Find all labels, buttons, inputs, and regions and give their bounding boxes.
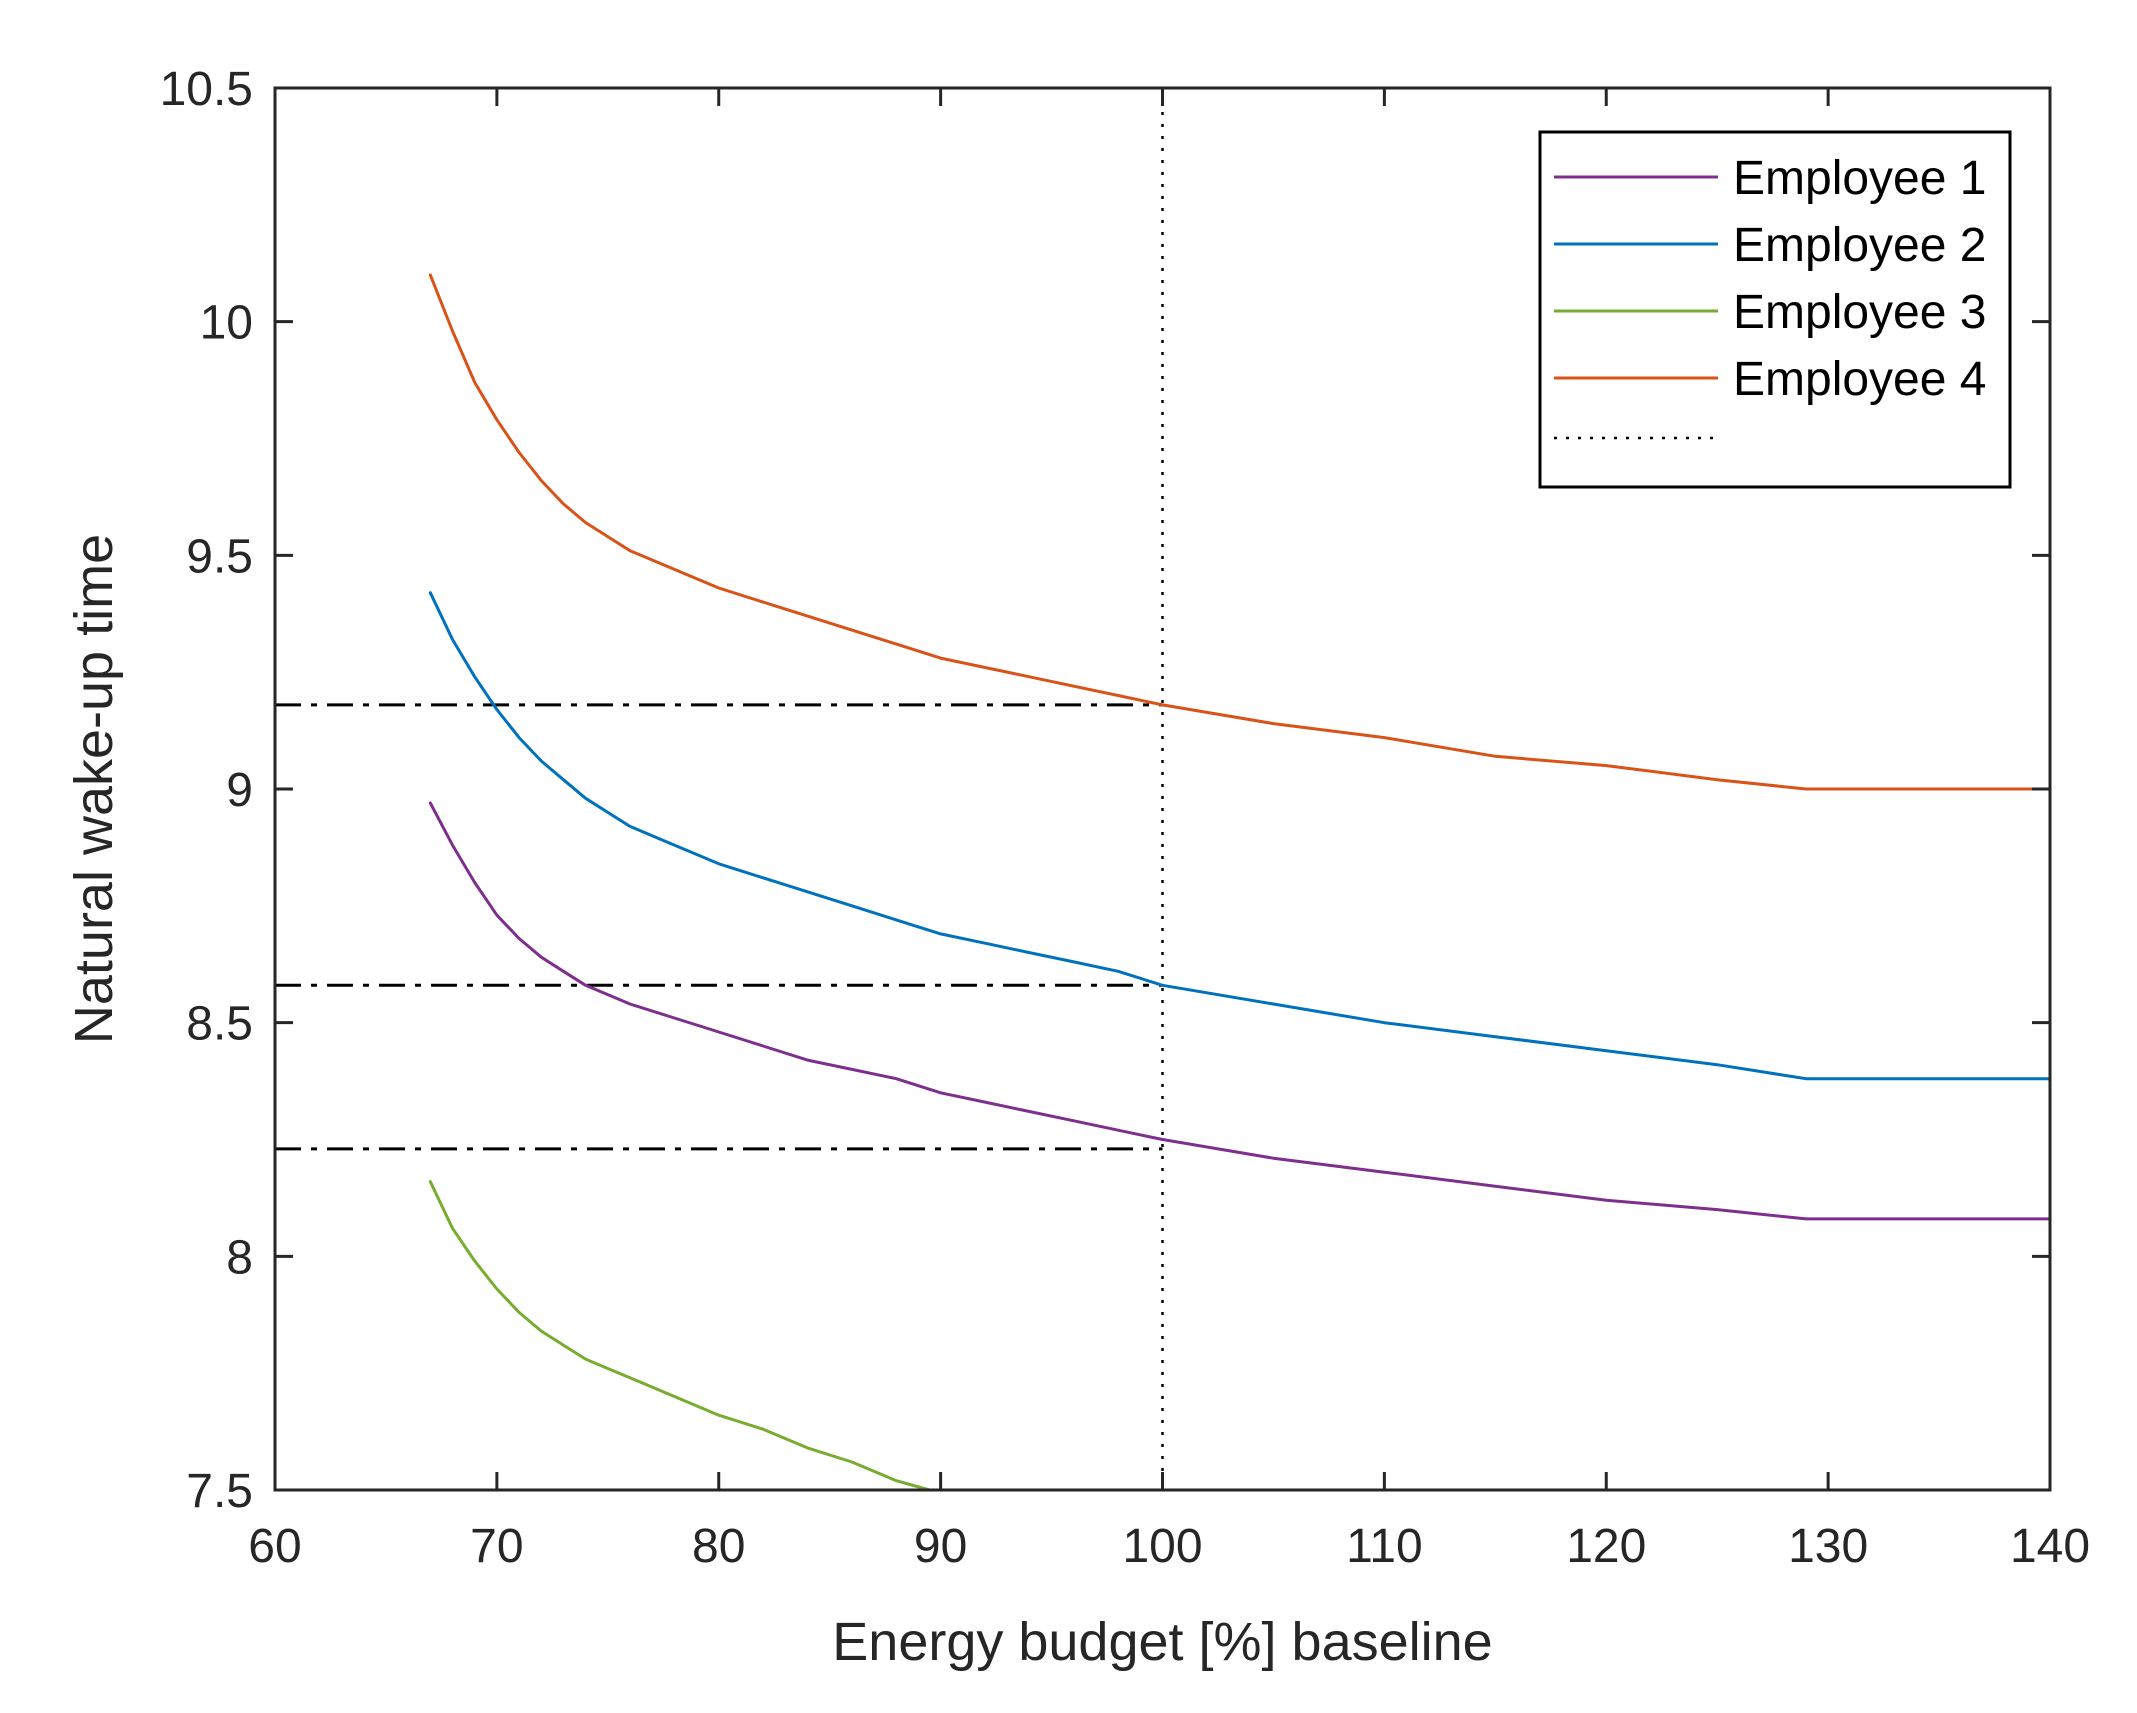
x-tick-label: 90: [914, 1520, 967, 1573]
legend-label-employee-3: Employee 3: [1733, 286, 1986, 339]
x-axis-tick-labels: 60 70 80 90 100 110 120 130 140: [248, 1520, 2090, 1573]
axis-ticks: [273, 86, 2052, 1492]
y-axis-tick-labels: 7.5 8 8.5 9 9.5 10 10.5: [160, 63, 253, 1518]
legend-label-employee-2: Employee 2: [1733, 219, 1986, 272]
series-line-employee-2: [428, 591, 2052, 1081]
series-line-employee-4: [428, 273, 2052, 791]
x-tick-label: 120: [1566, 1520, 1646, 1573]
legend: Employee 1 Employee 2 Employee 3 Employee 4: [1538, 130, 2012, 489]
x-tick-label: 110: [1346, 1520, 1423, 1573]
x-tick-label: 130: [1788, 1520, 1868, 1573]
reference-lines: [275, 88, 1164, 1490]
legend-label-employee-4: Employee 4: [1733, 353, 1986, 406]
x-tick-label: 80: [692, 1520, 745, 1573]
x-axis-label: Energy budget [%] baseline: [832, 1612, 1492, 1672]
series-lines: [428, 273, 2052, 1492]
y-tick-label: 10.5: [160, 63, 253, 116]
x-tick-label: 100: [1122, 1520, 1202, 1573]
y-tick-label: 10: [200, 297, 253, 350]
y-axis-label: Natural wake-up time: [64, 534, 124, 1044]
x-tick-label: 60: [248, 1520, 301, 1573]
y-tick-label: 7.5: [186, 1465, 253, 1518]
series-line-employee-1: [428, 801, 2052, 1221]
x-tick-label: 140: [2010, 1520, 2090, 1573]
series-line-employee-3: [428, 1180, 931, 1492]
y-tick-label: 9: [226, 764, 253, 817]
y-tick-label: 8.5: [186, 998, 253, 1051]
legend-label-employee-1: Employee 1: [1733, 152, 1986, 205]
y-tick-label: 9.5: [186, 530, 253, 583]
x-tick-label: 70: [470, 1520, 523, 1573]
y-tick-label: 8: [226, 1231, 253, 1284]
